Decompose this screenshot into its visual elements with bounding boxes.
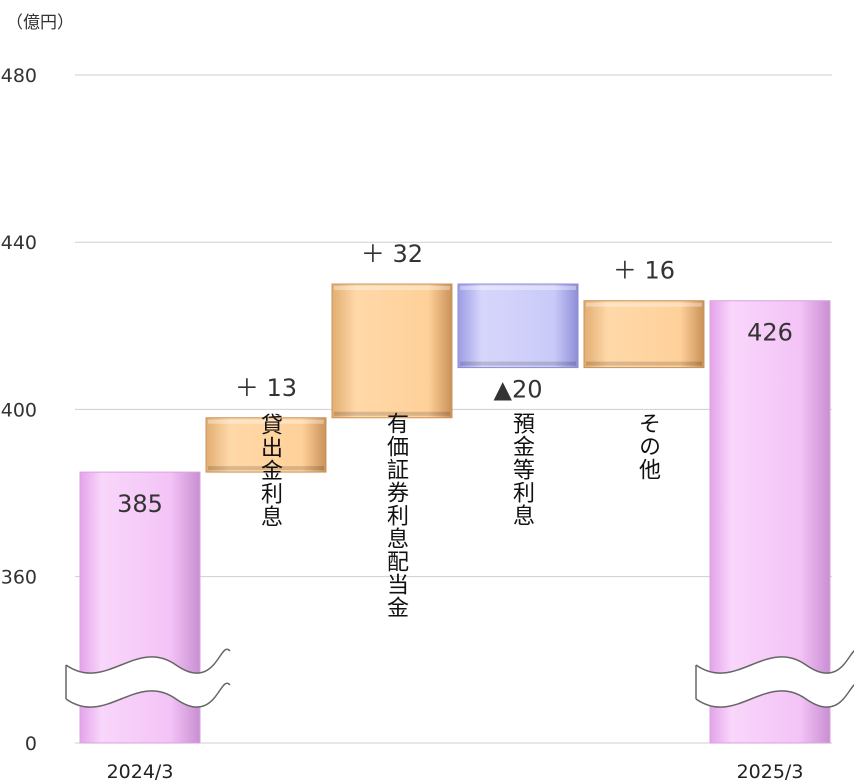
category-label: 貸出金利息: [253, 413, 285, 528]
x-tick-label: 2025/3: [737, 761, 804, 782]
x-tick-label: 2024/3: [107, 761, 174, 782]
y-tick-label: 360: [1, 567, 37, 589]
bar-bevel-top: [334, 286, 450, 290]
y-tick-label: 0: [25, 733, 37, 755]
bar-bevel-bottom: [460, 362, 576, 366]
category-label: その他: [631, 412, 663, 481]
delta-label: ▲20: [494, 376, 543, 404]
bar: [584, 301, 704, 368]
category-label: 預金等利息: [505, 412, 537, 527]
data-label: 426: [747, 319, 793, 347]
delta-label: ＋ 13: [235, 374, 297, 402]
y-tick-label: 400: [1, 399, 37, 421]
bar: [458, 284, 578, 368]
y-tick-label: 480: [1, 65, 37, 87]
category-label: 有価証券利息配当金: [379, 412, 411, 619]
bar-bevel-bottom: [586, 362, 702, 366]
bar-bevel-top: [460, 286, 576, 290]
bar: [332, 284, 452, 418]
bar-bevel-top: [586, 303, 702, 307]
y-tick-label: 440: [1, 232, 37, 254]
delta-label: ＋ 32: [361, 240, 423, 268]
data-label: 385: [117, 490, 163, 518]
delta-label: ＋ 16: [613, 257, 675, 285]
